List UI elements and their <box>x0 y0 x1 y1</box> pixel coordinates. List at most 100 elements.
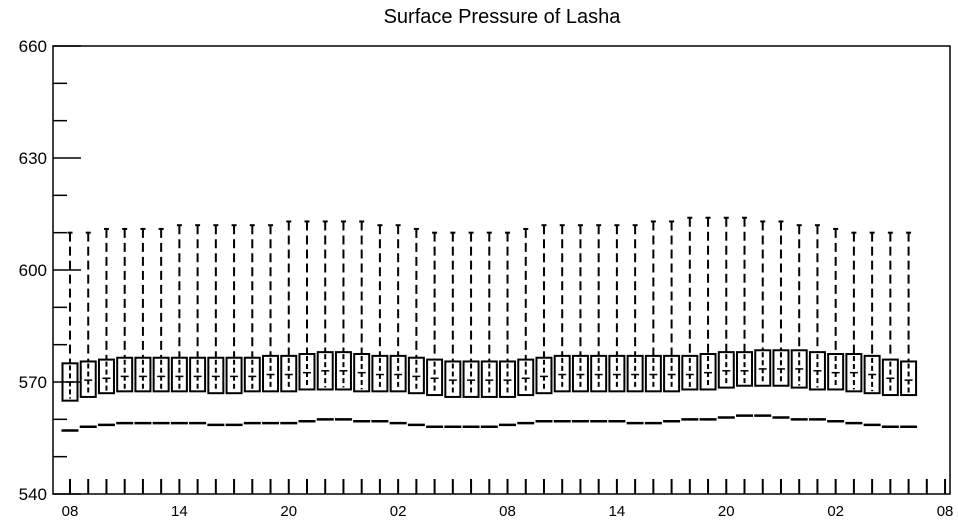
iqr-box <box>499 360 517 398</box>
iqr-box <box>298 353 316 391</box>
box-3 <box>116 227 134 425</box>
iqr-box <box>900 360 918 397</box>
iqr-box <box>754 349 772 387</box>
box-17 <box>371 224 389 423</box>
iqr-box <box>61 362 79 402</box>
iqr-box <box>644 354 662 393</box>
box-6 <box>170 224 188 425</box>
iqr-box <box>626 354 644 393</box>
box-13 <box>298 220 316 423</box>
box-9 <box>225 224 243 427</box>
box-series <box>61 216 918 432</box>
iqr-box <box>717 351 735 389</box>
box-4 <box>134 227 152 425</box>
iqr-box <box>79 360 97 398</box>
y-tick-label: 600 <box>19 261 47 280</box>
iqr-box <box>334 351 352 391</box>
box-27 <box>553 224 571 423</box>
box-41 <box>808 224 826 421</box>
iqr-box <box>170 356 188 393</box>
box-20 <box>426 231 444 429</box>
box-10 <box>243 224 261 425</box>
box-40 <box>790 224 808 421</box>
box-35 <box>699 216 717 421</box>
box-26 <box>535 224 553 423</box>
box-29 <box>590 224 608 423</box>
box-42 <box>827 227 845 423</box>
iqr-box <box>535 356 553 395</box>
iqr-box <box>590 354 608 393</box>
box-34 <box>681 216 699 421</box>
y-tick-label: 570 <box>19 373 47 392</box>
x-tick-label: 08 <box>499 503 516 520</box>
box-46 <box>900 231 918 429</box>
box-12 <box>280 220 298 425</box>
iqr-box <box>845 353 863 393</box>
iqr-box <box>97 358 115 395</box>
box-30 <box>608 224 626 423</box>
x-tick-label: 20 <box>280 503 297 520</box>
box-18 <box>389 224 407 425</box>
box-39 <box>772 220 790 419</box>
box-7 <box>189 224 207 425</box>
box-25 <box>517 227 535 425</box>
box-28 <box>571 224 589 423</box>
box-23 <box>480 231 498 429</box>
iqr-box <box>699 353 717 391</box>
iqr-box <box>134 356 152 393</box>
box-24 <box>499 231 517 427</box>
box-0 <box>61 231 79 432</box>
iqr-box <box>353 353 371 393</box>
y-tick-label: 660 <box>19 37 47 56</box>
iqr-box <box>790 349 808 389</box>
x-tick-label: 14 <box>171 503 188 520</box>
iqr-box <box>389 354 407 393</box>
iqr-box <box>608 354 626 393</box>
iqr-box <box>553 354 571 393</box>
box-19 <box>407 227 425 427</box>
x-tick-label: 14 <box>609 503 626 520</box>
iqr-box <box>881 358 899 397</box>
box-37 <box>736 216 754 417</box>
iqr-box <box>681 354 699 391</box>
iqr-box <box>863 354 881 395</box>
box-36 <box>717 216 735 419</box>
iqr-box <box>808 351 826 391</box>
iqr-box <box>116 356 134 393</box>
box-5 <box>152 227 170 425</box>
iqr-box <box>736 351 754 387</box>
box-8 <box>207 224 225 427</box>
iqr-box <box>407 356 425 395</box>
iqr-box <box>517 358 535 397</box>
box-1 <box>79 231 97 429</box>
box-32 <box>644 220 662 425</box>
box-11 <box>262 224 280 425</box>
box-43 <box>845 231 863 425</box>
box-21 <box>444 231 462 429</box>
iqr-box <box>316 351 334 391</box>
box-45 <box>881 231 899 429</box>
iqr-box <box>189 356 207 393</box>
iqr-box <box>426 358 444 397</box>
box-15 <box>334 220 352 421</box>
iqr-box <box>480 360 498 398</box>
box-2 <box>97 227 115 427</box>
x-tick-label: 08 <box>62 503 79 520</box>
iqr-box <box>462 360 480 398</box>
box-33 <box>663 220 681 423</box>
iqr-box <box>827 353 845 391</box>
box-16 <box>353 220 371 423</box>
iqr-box <box>152 356 170 393</box>
box-31 <box>626 224 644 425</box>
iqr-box <box>207 356 225 395</box>
iqr-box <box>663 354 681 393</box>
x-tick-label: 02 <box>827 503 844 520</box>
iqr-box <box>262 354 280 393</box>
iqr-box <box>371 354 389 393</box>
y-axis: 540 570 600 630 660 <box>19 37 81 504</box>
iqr-box <box>772 349 790 387</box>
x-tick-label: 08 <box>937 503 954 520</box>
y-tick-label: 630 <box>19 149 47 168</box>
box-14 <box>316 220 334 421</box>
